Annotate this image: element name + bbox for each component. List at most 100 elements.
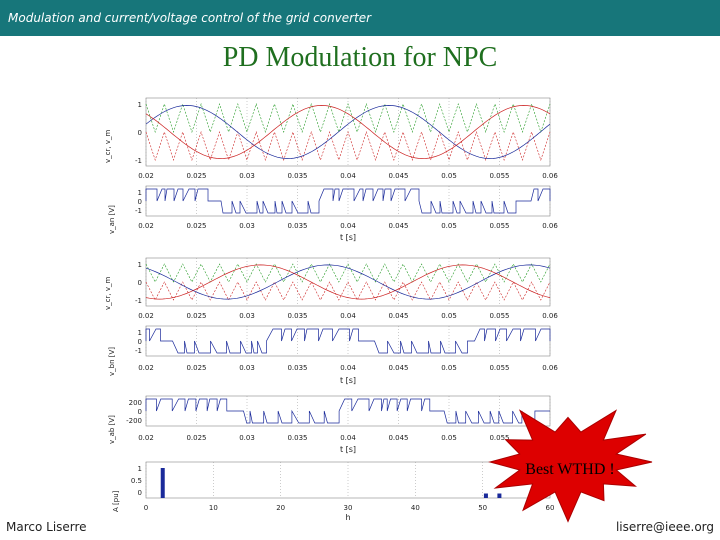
x-tick-label: 0.055	[489, 172, 509, 180]
y-tick-label: 1	[138, 465, 142, 473]
x-tick-label: 0.025	[186, 312, 206, 320]
y-tick-label: 0	[138, 489, 142, 497]
y-tick-label: 0	[138, 129, 142, 137]
y-tick-label: 1	[138, 101, 142, 109]
carrier-wave	[145, 103, 551, 133]
modulating-wave	[145, 105, 551, 159]
slide-title: PD Modulation for NPC	[222, 42, 498, 73]
x-tick-label: 0.05	[441, 434, 457, 442]
x-tick-label: 0.055	[489, 312, 509, 320]
x-tick-label: 0.04	[340, 364, 356, 372]
x-tick-label: 0.04	[340, 222, 356, 230]
pwm-pulse-train	[145, 188, 551, 214]
header-text: Modulation and current/voltage control o…	[8, 11, 372, 25]
x-tick-label: 0.06	[542, 172, 558, 180]
harmonic-bar	[497, 493, 502, 498]
x-tick-label: 0.02	[138, 312, 154, 320]
x-tick-label: 0.055	[489, 364, 509, 372]
x-tick-label: 0.035	[287, 434, 307, 442]
x-tick-label: 0.035	[287, 312, 307, 320]
modulating-wave	[145, 264, 551, 300]
carrier-wave	[145, 131, 551, 161]
x-tick-label: 0.02	[138, 364, 154, 372]
x-tick-label: 20	[276, 504, 285, 512]
y-axis-label: v_cr, v_m	[104, 277, 112, 310]
x-tick-label: 0.04	[340, 172, 356, 180]
y-axis-label: A [pu]	[112, 490, 120, 512]
y-axis-label: v_bn [V]	[108, 347, 116, 376]
x-tick-label: 50	[478, 504, 487, 512]
x-axis-label: t [s]	[340, 376, 356, 385]
modulating-wave	[145, 264, 551, 300]
x-tick-label: 0.03	[239, 364, 255, 372]
x-tick-label: 0.035	[287, 172, 307, 180]
x-tick-label: 0.035	[287, 222, 307, 230]
y-tick-label: 1	[138, 189, 142, 197]
x-tick-label: 0.06	[542, 312, 558, 320]
plot-panel-2	[145, 185, 551, 217]
x-tick-label: 40	[411, 504, 420, 512]
x-tick-label: 0.055	[489, 434, 509, 442]
x-tick-label: 30	[344, 504, 353, 512]
x-tick-label: 0.02	[138, 434, 154, 442]
pwm-pulse-train	[145, 398, 550, 424]
x-tick-label: 0.04	[340, 312, 356, 320]
x-tick-label: 0.045	[388, 434, 408, 442]
plot-panel-6	[145, 461, 551, 499]
x-tick-label: 0.03	[239, 222, 255, 230]
modulating-wave	[145, 105, 551, 159]
x-tick-label: 10	[209, 504, 218, 512]
x-tick-label: 0.025	[186, 434, 206, 442]
carrier-wave	[145, 263, 551, 283]
harmonic-bar	[160, 468, 165, 498]
y-tick-label: -1	[135, 347, 142, 355]
y-tick-label: -1	[135, 297, 142, 305]
header-bar: Modulation and current/voltage control o…	[0, 0, 720, 36]
y-axis-label: v_ab [V]	[108, 415, 116, 444]
x-axis-label: h	[345, 513, 350, 522]
callout-label: Best WTHD !	[525, 461, 614, 478]
y-tick-label: 0.5	[131, 477, 142, 485]
x-tick-label: 0	[144, 504, 148, 512]
x-tick-label: 0.05	[441, 364, 457, 372]
x-axis-label: t [s]	[340, 445, 356, 454]
y-tick-label: 1	[138, 261, 142, 269]
x-axis-label: t [s]	[340, 233, 356, 242]
y-tick-label: -1	[135, 207, 142, 215]
x-tick-label: 0.035	[287, 364, 307, 372]
plot-panel-4	[145, 325, 551, 357]
x-tick-label: 0.025	[186, 172, 206, 180]
x-tick-label: 0.025	[186, 222, 206, 230]
y-axis-label: v_an [V]	[108, 205, 116, 234]
x-tick-label: 0.03	[239, 312, 255, 320]
harmonic-bar	[483, 493, 488, 498]
y-axis-label: v_cr, v_m	[104, 130, 112, 163]
x-tick-label: 0.045	[388, 312, 408, 320]
x-tick-label: 0.045	[388, 222, 408, 230]
x-tick-label: 0.045	[388, 364, 408, 372]
x-tick-label: 60	[546, 504, 555, 512]
author-name: Marco Liserre	[6, 520, 87, 534]
y-tick-label: 0	[138, 198, 142, 206]
y-tick-label: 200	[129, 399, 142, 407]
y-tick-label: -1	[135, 157, 142, 165]
x-tick-label: 0.045	[388, 172, 408, 180]
author-email: liserre@ieee.org	[615, 520, 714, 534]
x-tick-label: 0.025	[186, 364, 206, 372]
x-tick-label: 0.06	[542, 222, 558, 230]
y-tick-label: 0	[138, 338, 142, 346]
carrier-wave	[145, 281, 551, 301]
x-tick-label: 0.03	[239, 172, 255, 180]
y-tick-label: 0	[138, 408, 142, 416]
y-tick-label: 0	[138, 279, 142, 287]
x-tick-label: 0.04	[340, 434, 356, 442]
y-tick-label: 1	[138, 329, 142, 337]
x-tick-label: 0.02	[138, 222, 154, 230]
x-tick-label: 0.06	[542, 364, 558, 372]
x-tick-label: 0.02	[138, 172, 154, 180]
x-tick-label: 0.03	[239, 434, 255, 442]
callout-star	[488, 409, 653, 523]
x-tick-label: 0.05	[441, 172, 457, 180]
x-tick-label: 0.055	[489, 222, 509, 230]
